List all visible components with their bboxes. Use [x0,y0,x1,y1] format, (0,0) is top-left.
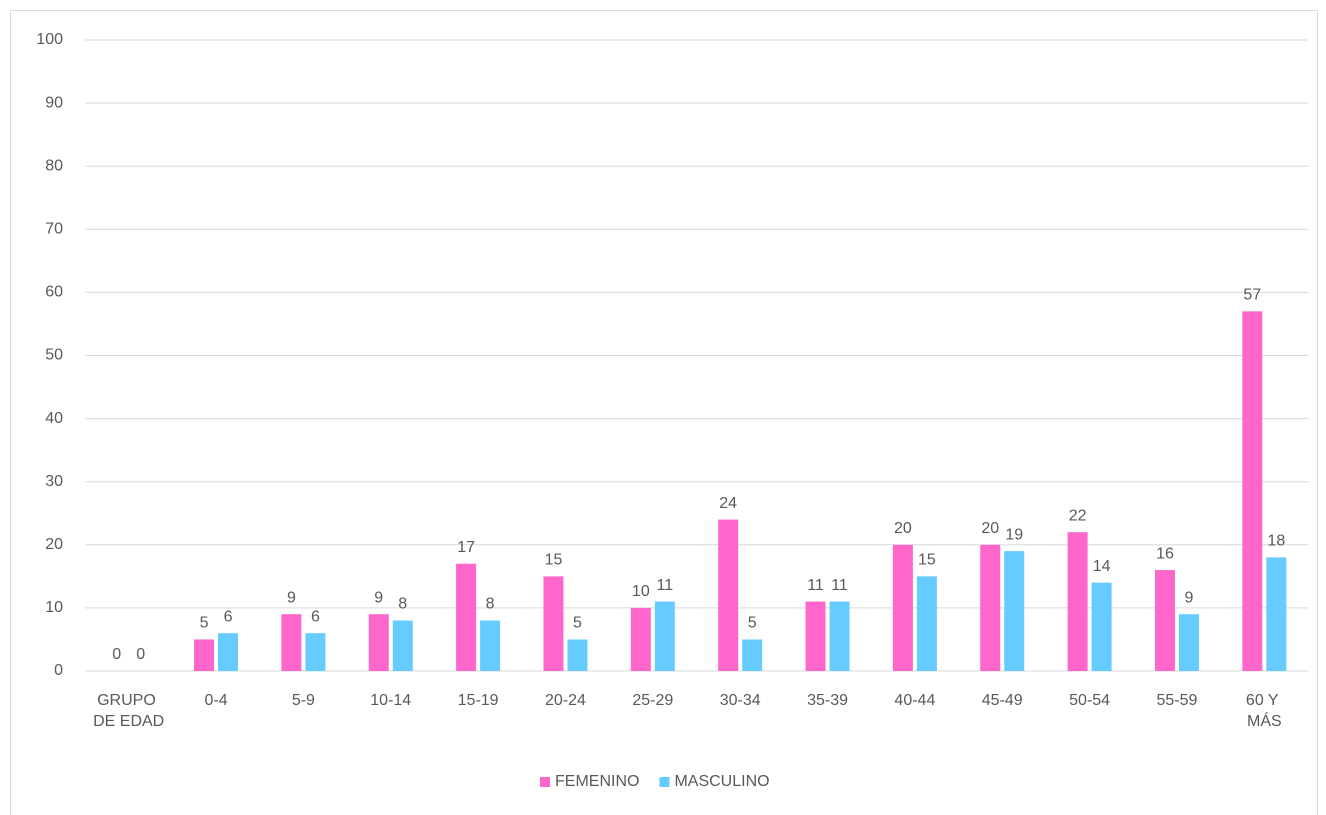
y-tick-label: 10 [45,599,63,616]
bar [1154,570,1175,671]
bar [718,519,739,671]
legend-label: MASCULINO [674,773,769,790]
bar [305,633,326,671]
x-tick-label: GRUPO DE EDAD [93,692,164,730]
x-tick-label: 0-4 [204,692,227,709]
bar [281,614,302,671]
bar [1242,311,1263,671]
bar [368,614,389,671]
data-label: 5 [200,615,209,632]
x-tick-label: 5-9 [292,692,315,709]
data-label: 11 [657,577,674,594]
data-label: 0 [112,646,121,663]
data-label: 20 [894,520,912,537]
bar [480,620,501,671]
bar [742,639,763,671]
bar [218,633,239,671]
data-label: 6 [311,608,320,625]
bar [567,639,588,671]
y-tick-label: 70 [45,221,63,238]
bar [805,601,826,671]
chart-border [10,10,1318,815]
legend-swatch [540,777,550,787]
data-label: 0 [136,646,145,663]
x-tick-label: 50-54 [1069,692,1110,709]
y-tick-label: 100 [36,31,63,48]
data-label: 15 [545,552,563,569]
data-label: 9 [374,589,383,606]
bar [829,601,850,671]
x-tick-label: 55-59 [1157,692,1198,709]
y-tick-label: 30 [45,473,63,490]
x-tick-label: 25-29 [632,692,673,709]
data-label: 8 [398,596,407,613]
bar [456,563,477,671]
bar [1067,532,1088,671]
bar [194,639,215,671]
data-label: 17 [457,539,475,556]
bar [1178,614,1199,671]
data-label: 9 [287,589,296,606]
y-tick-label: 20 [45,536,63,553]
bar [392,620,413,671]
data-label: 20 [981,520,999,537]
bar [980,544,1001,671]
bar [1091,582,1112,671]
bar [1266,557,1287,671]
data-label: 22 [1069,507,1087,524]
data-label: 11 [807,577,824,594]
data-label: 14 [1093,558,1111,575]
bar [916,576,937,671]
y-tick-label: 90 [45,94,63,111]
legend-label: FEMENINO [555,773,639,790]
x-tick-label: 60 Y MÁS [1246,692,1283,730]
data-label: 18 [1267,533,1285,550]
data-label: 24 [719,495,737,512]
y-tick-label: 50 [45,347,63,364]
data-label: 6 [224,608,233,625]
legend-swatch [659,777,670,787]
bar [630,607,651,671]
data-label: 15 [918,552,936,569]
bar [654,601,675,671]
y-tick-label: 60 [45,284,63,301]
y-tick-label: 80 [45,157,63,174]
bar [892,544,913,671]
data-label: 11 [831,577,848,594]
x-tick-label: 30-34 [720,692,761,709]
data-label: 9 [1185,589,1194,606]
x-tick-label: 20-24 [545,692,586,709]
data-label: 8 [486,596,495,613]
x-tick-label: 35-39 [807,692,848,709]
data-label: 57 [1243,287,1261,304]
x-tick-label: 15-19 [458,692,499,709]
bar [1004,551,1025,671]
y-tick-label: 40 [45,410,63,427]
data-label: 5 [748,615,757,632]
data-label: 19 [1005,526,1023,543]
data-label: 10 [632,583,650,600]
data-label: 5 [573,615,582,632]
bar [543,576,564,671]
data-label: 16 [1156,545,1174,562]
x-tick-label: 40-44 [894,692,935,709]
y-tick-label: 0 [54,662,63,679]
x-tick-label: 10-14 [370,692,411,709]
x-tick-label: 45-49 [982,692,1023,709]
